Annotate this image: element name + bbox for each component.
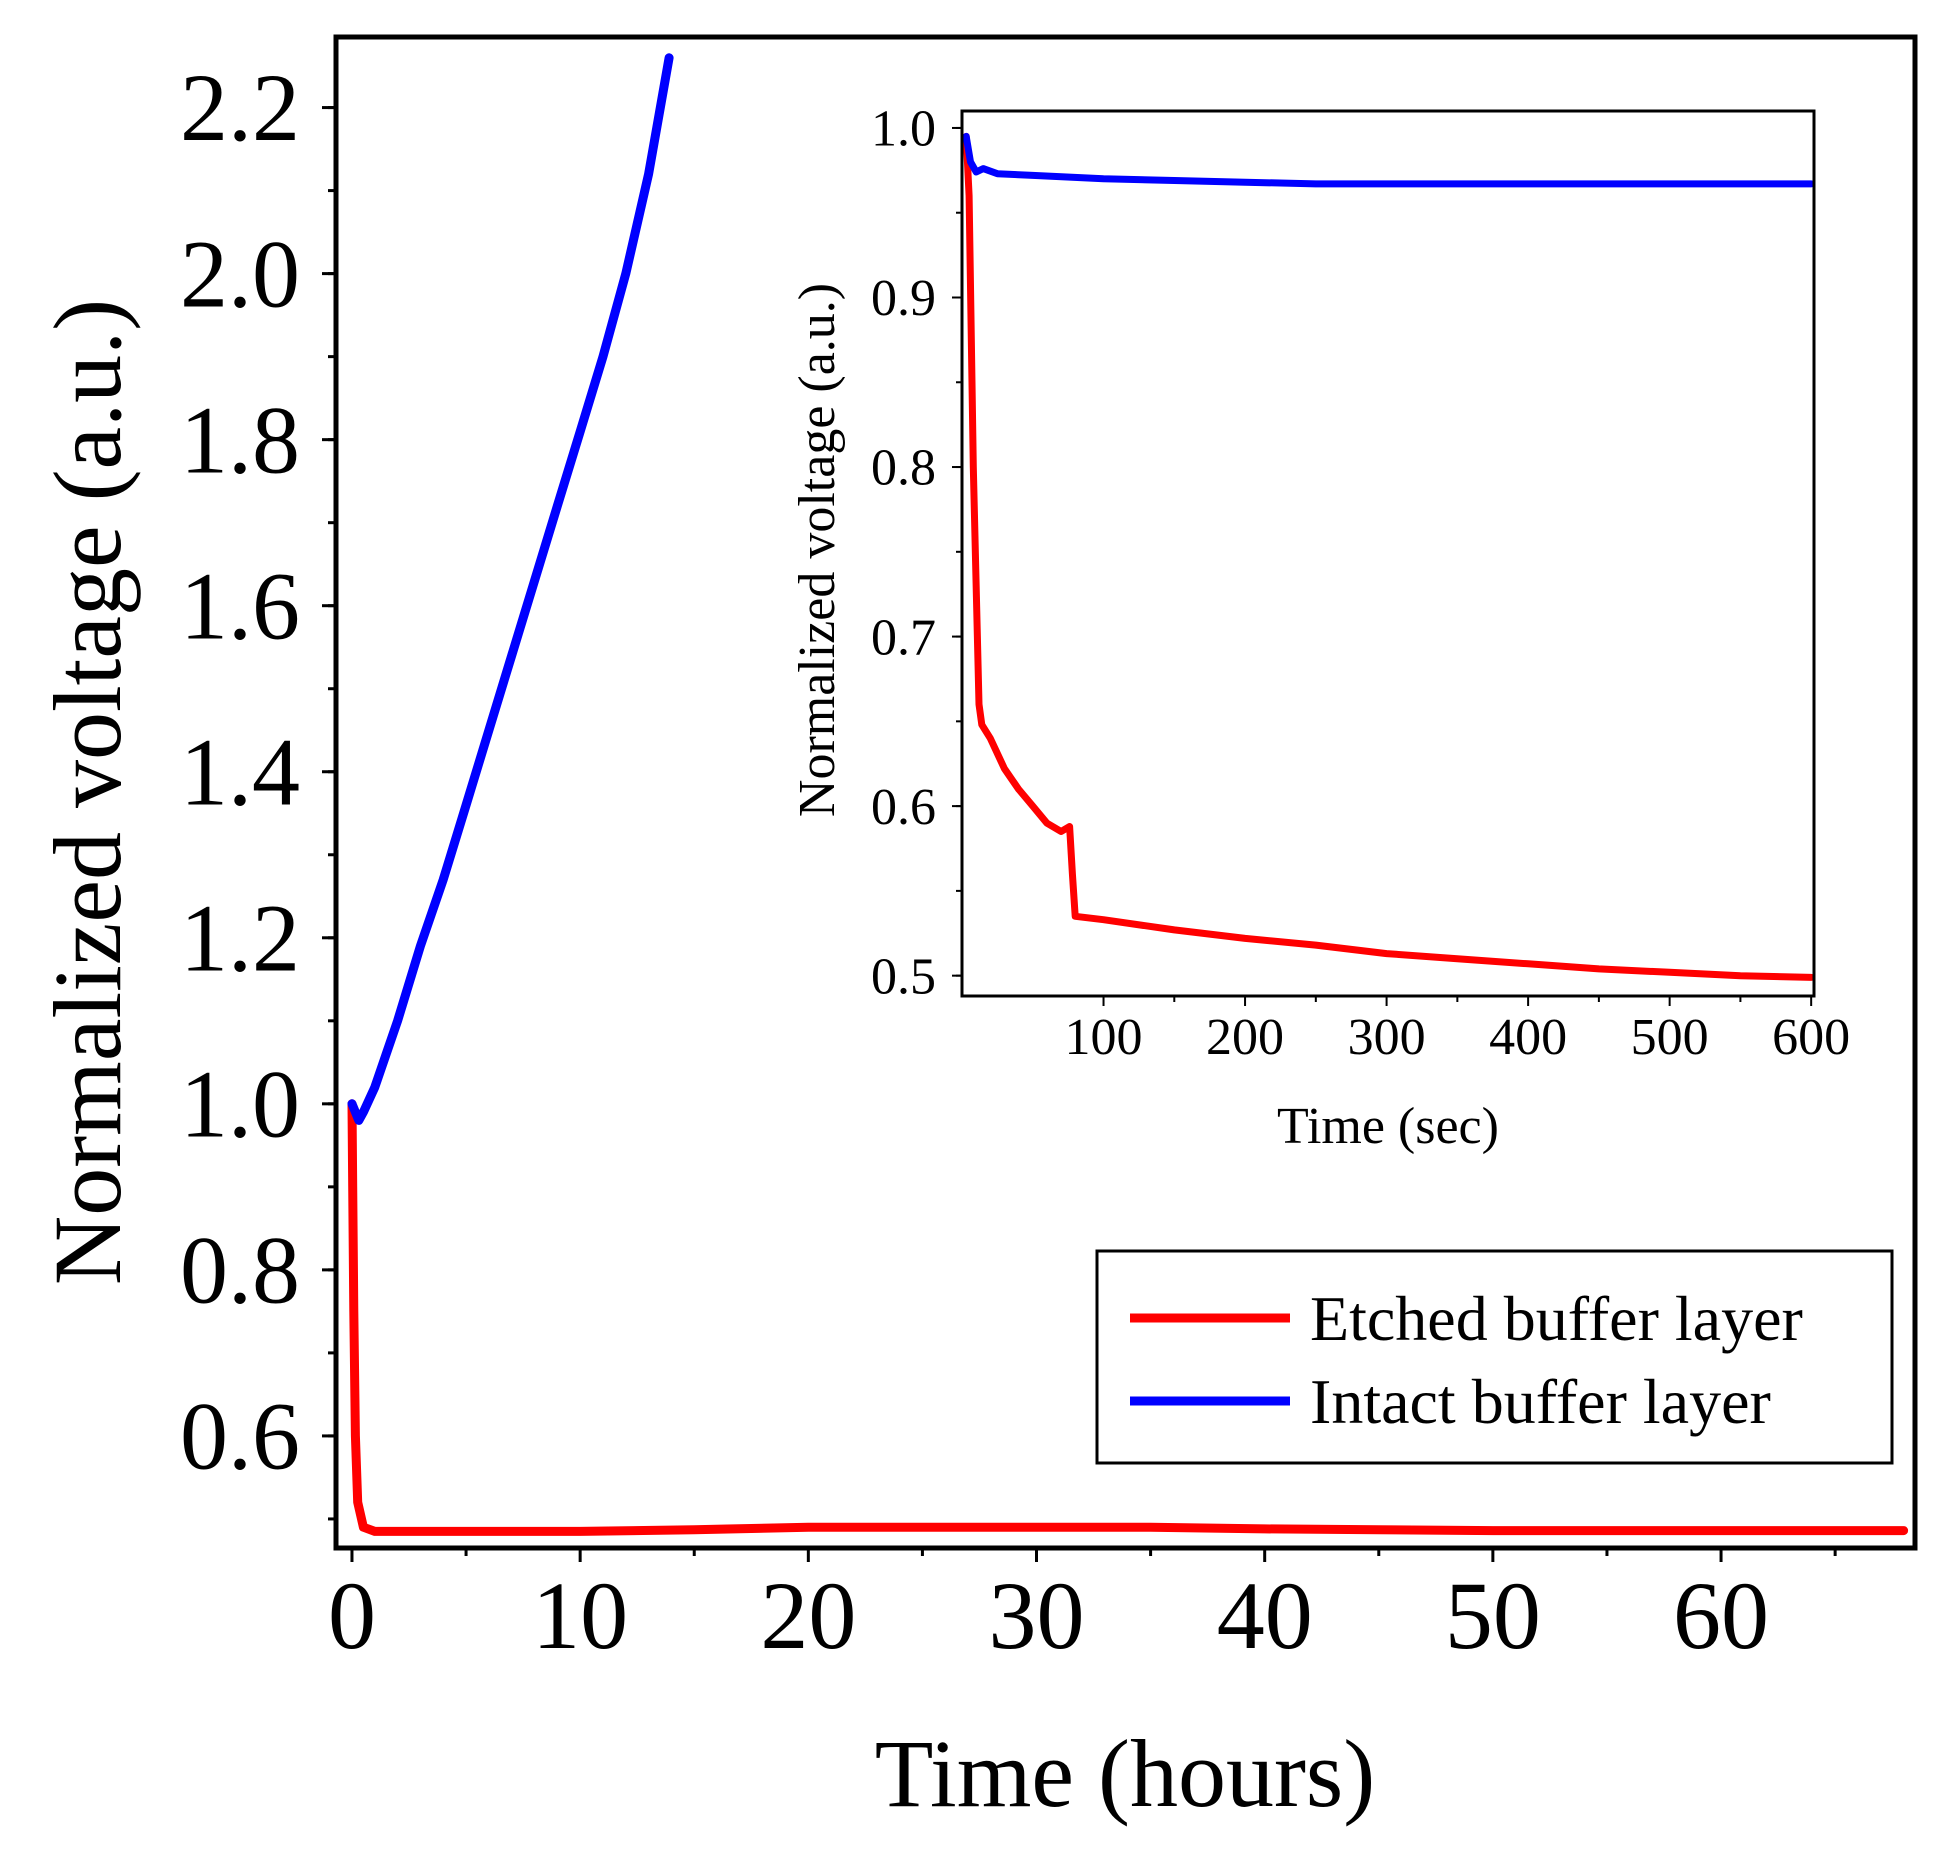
- main-series-line-intact-buffer-layer: [347, 53, 674, 1125]
- legend-intact-label: Intact buffer layer: [1310, 1366, 1771, 1437]
- inset-y-tick-label: 0.8: [871, 440, 936, 497]
- inset-x-axis-label: Time (sec): [1277, 1098, 1499, 1155]
- main-x-tick-label: 30: [989, 1562, 1085, 1669]
- legend: Etched buffer layer Intact buffer layer: [1095, 1249, 1894, 1465]
- inset-plot-frame: [960, 109, 1816, 998]
- inset-series-line-intact-buffer-layer: [962, 132, 1815, 188]
- inset-y-tick-label: 0.9: [871, 270, 936, 327]
- main-chart: 0 10 20 30 40 50 60 0.6 0.8 1.0 1.2 1.4 1.6 1.8 2.0 2.2…: [34, 34, 1918, 1827]
- inset-y-tick-label: 0.5: [871, 948, 936, 1005]
- inset-y-tick-label: 0.7: [871, 609, 936, 666]
- main-series-line-etched-buffer-layer: [347, 1099, 1909, 1536]
- inset-chart: 100 200 300 400 500 600 0.5 0.6 0.7 0.8 0.9 1.0 Tim…: [789, 101, 1850, 1155]
- main-x-tick-label: 50: [1445, 1562, 1541, 1669]
- legend-box: [1095, 1249, 1894, 1465]
- inset-x-tick-label: 500: [1631, 1009, 1709, 1066]
- main-y-tick-label: 1.0: [180, 1050, 300, 1157]
- inset-background: [962, 111, 1814, 996]
- main-y-tick-label: 1.2: [180, 884, 300, 991]
- inset-x-tick-label: 400: [1489, 1009, 1567, 1066]
- main-x-tick-label: 20: [760, 1562, 856, 1669]
- main-y-tick-label: 0.8: [180, 1217, 300, 1324]
- inset-ticks-group: 100 200 300 400 500 600 0.5 0.6 0.7 0.8 0.9 1.0: [871, 101, 1850, 1066]
- inset-series-group: [962, 132, 1815, 981]
- main-y-tick-label: 1.4: [180, 718, 300, 825]
- main-y-tick-label: 0.6: [180, 1383, 300, 1490]
- main-y-tick-label: 2.0: [180, 220, 300, 327]
- inset-x-tick-label: 300: [1348, 1009, 1426, 1066]
- main-x-tick-label: 0: [328, 1562, 376, 1669]
- legend-etched-label: Etched buffer layer: [1310, 1283, 1803, 1354]
- main-y-axis-label: Normalized voltage (a.u.): [34, 299, 141, 1285]
- main-plot-frame: [333, 34, 1918, 1551]
- main-x-axis-label: Time (hours): [875, 1720, 1375, 1827]
- main-series-group: [347, 53, 1909, 1536]
- main-x-tick-label: 60: [1673, 1562, 1769, 1669]
- main-x-tick-label: 10: [532, 1562, 628, 1669]
- main-ticks-group: 0 10 20 30 40 50 60 0.6 0.8 1.0 1.2 1.4 1.6 1.8 2.0 2.2: [180, 54, 1837, 1669]
- inset-x-tick-label: 600: [1772, 1009, 1850, 1066]
- inset-y-tick-label: 0.6: [871, 779, 936, 836]
- inset-series-line-etched-buffer-layer: [962, 132, 1815, 981]
- main-y-tick-label: 1.8: [180, 386, 300, 493]
- main-x-tick-label: 40: [1217, 1562, 1313, 1669]
- inset-y-axis-label: Normalized voltage (a.u.): [789, 283, 846, 817]
- inset-x-tick-label: 100: [1065, 1009, 1143, 1066]
- inset-x-tick-label: 200: [1206, 1009, 1284, 1066]
- inset-y-tick-label: 1.0: [871, 101, 936, 158]
- main-y-tick-label: 2.2: [180, 54, 300, 161]
- main-y-tick-label: 1.6: [180, 552, 300, 659]
